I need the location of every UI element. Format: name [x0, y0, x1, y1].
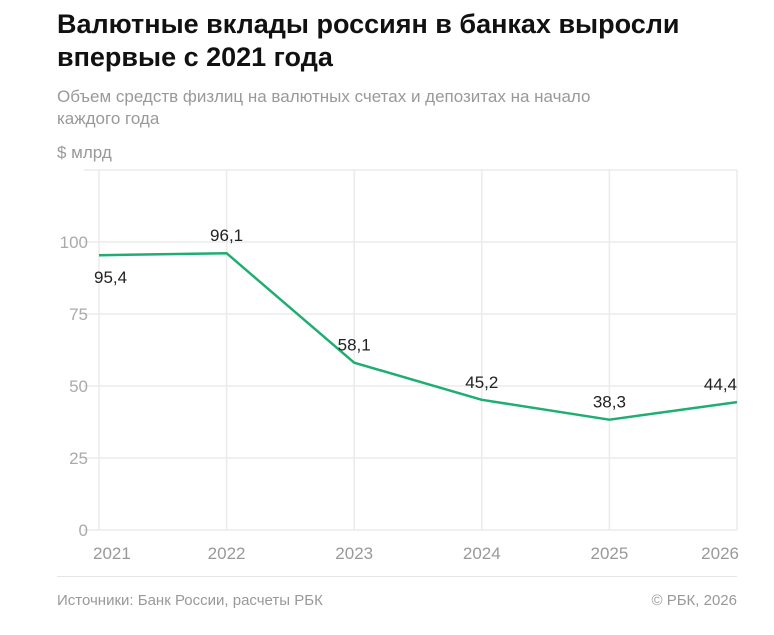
line-chart: 2021 2022 2023 2024 2025 2026 0 25 50 75 100 95,4 96…: [60, 169, 739, 563]
data-line: [98, 251, 738, 421]
y-tick-label: 75: [69, 305, 88, 324]
chart-title: Валютные вклады россиян в банках выросли…: [57, 9, 680, 72]
data-label: 44,4: [704, 375, 737, 394]
x-tick-label: 2022: [208, 544, 246, 563]
data-label: 96,1: [210, 226, 243, 245]
x-tick-label: 2021: [93, 544, 131, 563]
data-label: 58,1: [338, 336, 371, 355]
footer-divider: [57, 576, 737, 577]
y-axis-unit: $ млрд: [57, 143, 112, 162]
data-label: 38,3: [593, 393, 626, 412]
chart-subtitle: Объем средств физлиц на валютных счетах …: [57, 87, 591, 128]
y-tick-label: 25: [69, 449, 88, 468]
source-note: Источники: Банк России, расчеты РБК: [57, 592, 323, 609]
y-tick-label: 0: [79, 521, 88, 540]
data-label: 95,4: [94, 268, 127, 287]
x-tick-label: 2025: [590, 544, 628, 563]
x-tick-label: 2026: [701, 544, 739, 563]
copyright: © РБК, 2026: [651, 592, 737, 609]
data-label: 45,2: [465, 373, 498, 392]
x-tick-label: 2023: [335, 544, 373, 563]
x-tick-label: 2024: [463, 544, 501, 563]
y-tick-label: 100: [60, 233, 88, 252]
y-tick-label: 50: [69, 377, 88, 396]
